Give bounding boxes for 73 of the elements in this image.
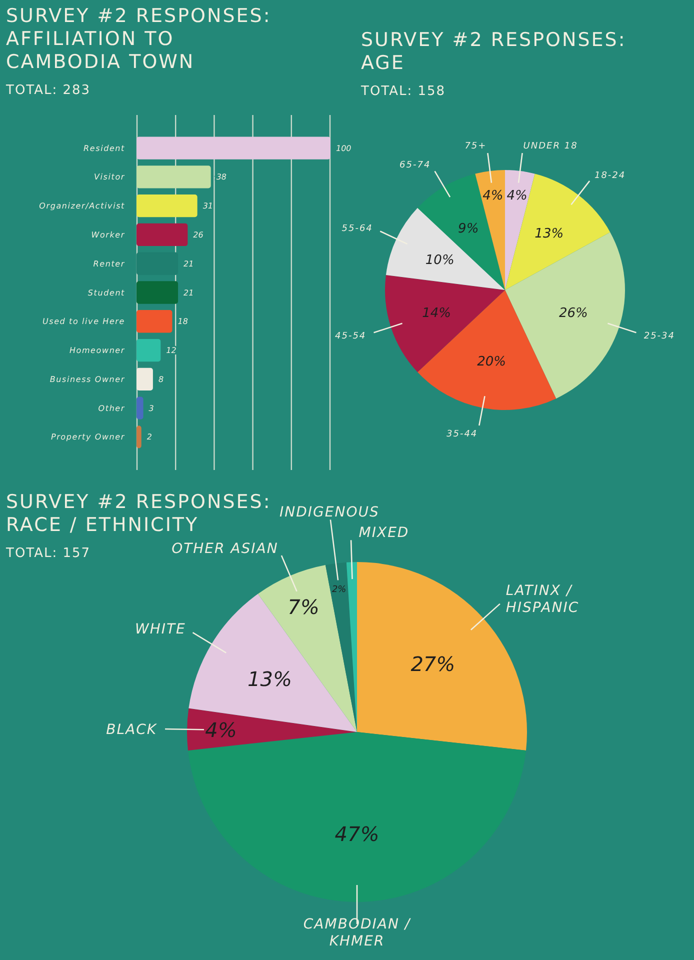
- pie-slice: [418, 174, 505, 290]
- bar: [136, 223, 188, 246]
- slice-label: 55-64: [342, 224, 373, 234]
- data-label: 2%: [332, 584, 346, 595]
- pie-slice: [386, 208, 505, 290]
- data-label: 26%: [559, 306, 588, 321]
- y-tick-label: Homeowner: [69, 346, 125, 356]
- chart-title: SURVEY #2 RESPONSES: AFFILIATION TO CAMBODIA TOWN: [6, 5, 272, 73]
- chart-title: SURVEY #2 RESPONSES: AGE: [361, 29, 626, 74]
- chart-subtitle: TOTAL: 158: [360, 84, 446, 99]
- bar: [136, 281, 178, 304]
- slice-label: 45-54: [334, 331, 366, 342]
- data-label: 18: [178, 317, 188, 326]
- y-tick-label: Worker: [91, 230, 125, 240]
- data-label: 31: [202, 202, 214, 211]
- y-tick-label: Organizer/Activist: [39, 202, 126, 211]
- pie-slice: [187, 708, 357, 750]
- data-label: 2: [146, 432, 152, 442]
- slice-label: UNDER 18: [523, 141, 578, 152]
- chart-title: SURVEY #2 RESPONSES: RACE / ETHNICITY: [6, 491, 272, 536]
- y-tick-label: Business Owner: [50, 374, 125, 384]
- y-tick-label: Renter: [93, 259, 125, 268]
- data-label: 13%: [534, 226, 564, 242]
- data-label: 7%: [288, 594, 320, 619]
- y-tick-label: Visitor: [94, 172, 125, 182]
- slice-label: 65-74: [400, 160, 431, 170]
- data-label: 8: [158, 374, 164, 384]
- data-label: 21: [184, 259, 194, 268]
- y-tick-label: Student: [88, 288, 126, 298]
- data-label: 3: [148, 404, 154, 413]
- bar: [136, 194, 198, 218]
- data-label: 4%: [482, 188, 504, 204]
- slice-label: LATINX / HISPANIC: [506, 582, 580, 616]
- slice-label: INDIGENOUS: [280, 504, 380, 521]
- slice-label: CAMBODIAN / KHMER: [303, 916, 411, 950]
- data-label: 21: [184, 288, 194, 298]
- y-tick-label: Other: [98, 404, 125, 413]
- data-label: 26: [193, 230, 204, 240]
- data-label: 47%: [334, 822, 380, 846]
- data-label: 20%: [477, 354, 506, 370]
- slice-label: 18-24: [594, 170, 626, 181]
- slice-label: BLACK: [106, 722, 158, 738]
- bar: [136, 396, 144, 420]
- data-label: 9%: [458, 222, 479, 237]
- bar: [136, 310, 172, 333]
- pie-slice: [325, 562, 357, 732]
- bar: [136, 252, 178, 275]
- pie-slice: [385, 274, 505, 372]
- y-tick-label: Property Owner: [50, 432, 125, 442]
- bar: [136, 166, 211, 188]
- y-tick-label: Used to live Here: [42, 317, 125, 326]
- text: TOTAL: 157: [5, 546, 91, 561]
- data-label: 100: [336, 144, 352, 153]
- data-label: 4%: [205, 718, 237, 742]
- data-label: 27%: [410, 652, 456, 676]
- chart-subtitle: TOTAL: 283: [5, 83, 91, 98]
- slice-label: 75+: [464, 141, 487, 152]
- slice-label: 25-34: [644, 331, 676, 342]
- bar: [136, 136, 330, 160]
- data-label: 38: [216, 172, 227, 182]
- y-tick-label: Resident: [84, 144, 126, 153]
- slice-label: 35-44: [446, 430, 478, 440]
- data-label: 4%: [506, 188, 528, 204]
- slice-label: OTHER ASIAN: [172, 541, 278, 558]
- slice-label: MIXED: [358, 524, 410, 541]
- pie-slice: [418, 290, 556, 410]
- data-label: 10%: [425, 252, 454, 268]
- pie-slice: [505, 170, 535, 290]
- data-label: 14%: [422, 306, 451, 321]
- bar: [136, 338, 161, 362]
- bar: [136, 426, 142, 448]
- data-label: 13%: [248, 667, 292, 692]
- slice-label: WHITE: [135, 621, 186, 638]
